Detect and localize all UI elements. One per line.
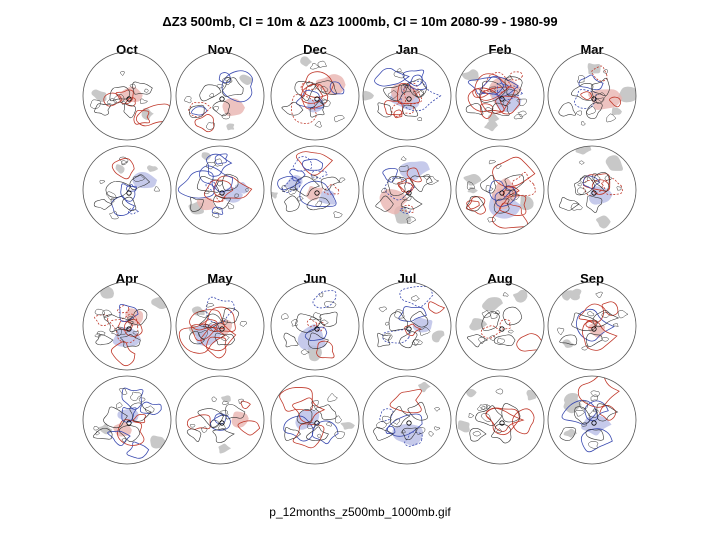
polar-map-may-1000mb <box>175 375 265 465</box>
month-label-mar: Mar <box>580 42 604 57</box>
polar-map-nov-1000mb <box>175 145 265 235</box>
polar-map-jun-500mb <box>270 281 360 371</box>
month-label-feb: Feb <box>488 42 512 57</box>
polar-map-dec-1000mb <box>270 145 360 235</box>
polar-map-oct-500mb <box>82 51 172 141</box>
polar-map-jul-500mb <box>362 281 452 371</box>
polar-map-feb-500mb <box>455 51 545 141</box>
figure-caption: p_12months_z500mb_1000mb.gif <box>269 505 451 519</box>
polar-map-nov-500mb <box>175 51 265 141</box>
polar-map-jan-500mb <box>362 51 452 141</box>
polar-map-sep-1000mb <box>547 375 637 465</box>
polar-map-may-500mb <box>175 281 265 371</box>
polar-map-dec-500mb <box>270 51 360 141</box>
month-label-dec: Dec <box>303 42 327 57</box>
polar-map-jun-1000mb <box>270 375 360 465</box>
polar-map-aug-1000mb <box>455 375 545 465</box>
polar-map-apr-500mb <box>82 281 172 371</box>
polar-map-mar-1000mb <box>547 145 637 235</box>
polar-map-sep-500mb <box>547 281 637 371</box>
figure-title: ΔZ3 500mb, CI = 10m & ΔZ3 1000mb, CI = 1… <box>162 14 558 29</box>
month-label-jan: Jan <box>395 42 419 57</box>
polar-map-feb-1000mb <box>455 145 545 235</box>
polar-map-aug-500mb <box>455 281 545 371</box>
polar-map-apr-1000mb <box>82 375 172 465</box>
month-label-oct: Oct <box>116 42 138 57</box>
month-label-nov: Nov <box>207 42 233 57</box>
polar-map-jul-1000mb <box>362 375 452 465</box>
polar-map-jan-1000mb <box>362 145 452 235</box>
polar-map-mar-500mb <box>547 51 637 141</box>
polar-map-oct-1000mb <box>82 145 172 235</box>
